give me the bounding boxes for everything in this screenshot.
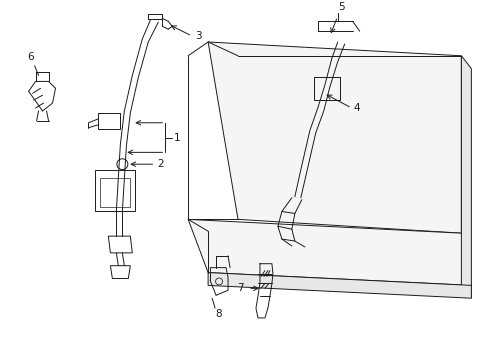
Text: 1: 1 — [174, 132, 181, 143]
Polygon shape — [461, 56, 470, 298]
Polygon shape — [208, 42, 461, 233]
Text: 7: 7 — [237, 283, 244, 293]
Text: 3: 3 — [195, 31, 202, 41]
Text: 5: 5 — [338, 3, 345, 12]
Text: 2: 2 — [157, 159, 163, 169]
Text: 8: 8 — [214, 309, 221, 319]
Polygon shape — [188, 219, 470, 285]
Text: 4: 4 — [353, 103, 360, 113]
Text: 6: 6 — [27, 52, 34, 62]
Polygon shape — [208, 273, 470, 298]
